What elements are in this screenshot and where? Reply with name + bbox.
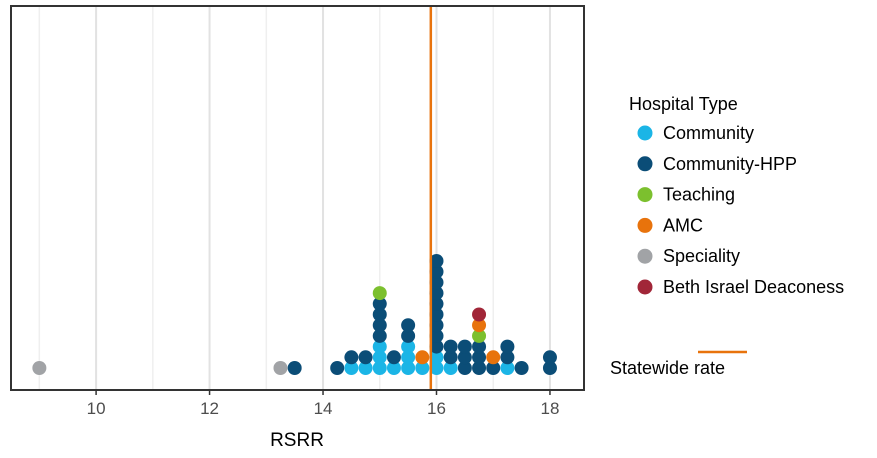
legend-label: Beth Israel Deaconess — [663, 277, 844, 297]
data-point — [429, 339, 444, 354]
data-point — [429, 296, 444, 311]
data-point — [386, 350, 401, 365]
data-point — [486, 361, 501, 375]
data-point — [514, 361, 529, 375]
data-point — [500, 361, 515, 375]
data-point — [472, 318, 487, 333]
legend-label: Teaching — [663, 185, 735, 205]
legend-swatch — [637, 187, 653, 203]
data-point — [372, 328, 387, 343]
data-point — [486, 350, 501, 365]
data-point — [500, 350, 515, 365]
data-point — [372, 296, 387, 311]
data-point — [472, 307, 487, 322]
data-point — [429, 275, 444, 290]
data-points — [32, 254, 557, 375]
data-point — [429, 361, 444, 375]
data-point — [415, 361, 430, 375]
data-point — [32, 361, 47, 375]
data-point — [457, 339, 472, 354]
data-point — [429, 318, 444, 333]
data-point — [287, 361, 302, 375]
data-point — [472, 339, 487, 354]
legend-label: Community — [663, 123, 754, 143]
data-point — [542, 361, 557, 375]
data-point — [457, 350, 472, 365]
data-point — [372, 307, 387, 322]
data-point — [372, 318, 387, 333]
legend-label: Community-HPP — [663, 154, 797, 174]
legend-swatch — [637, 248, 653, 264]
data-point — [372, 350, 387, 365]
legend-swatch — [637, 217, 653, 233]
statewide-rate-label: Statewide rate — [610, 358, 725, 378]
x-axis: 10 12 14 16 18 — [87, 390, 559, 418]
data-point — [472, 350, 487, 365]
legend-label: Speciality — [663, 246, 740, 266]
data-point — [330, 361, 345, 375]
data-point — [401, 328, 416, 343]
statewide-rate-legend: Statewide rate — [610, 350, 747, 378]
data-point — [443, 361, 458, 375]
data-point — [443, 339, 458, 354]
legend-title: Hospital Type — [629, 94, 738, 114]
data-point — [500, 339, 515, 354]
data-point — [358, 350, 373, 365]
x-tick-label: 18 — [540, 399, 559, 418]
legend-swatch — [637, 156, 653, 172]
data-point — [401, 350, 416, 365]
data-point — [401, 361, 416, 375]
plot-border — [10, 5, 585, 391]
data-point — [386, 361, 401, 375]
data-point — [443, 350, 458, 365]
data-point — [542, 350, 557, 365]
data-point — [401, 318, 416, 333]
x-tick-label: 16 — [427, 399, 446, 418]
x-tick-label: 10 — [87, 399, 106, 418]
data-point — [344, 350, 359, 365]
data-point — [457, 361, 472, 375]
data-point — [429, 307, 444, 322]
data-point — [344, 361, 359, 375]
data-point — [429, 328, 444, 343]
data-point — [429, 350, 444, 365]
data-point — [429, 264, 444, 279]
legend: Hospital Type Community Community-HPP Teach… — [629, 94, 844, 297]
data-point — [273, 361, 288, 375]
data-point — [372, 339, 387, 354]
legend-swatch — [637, 125, 653, 141]
data-point — [472, 328, 487, 343]
x-tick-label: 14 — [314, 399, 333, 418]
grid-lines — [38, 6, 551, 390]
data-point — [415, 350, 430, 365]
legend-swatch — [637, 279, 653, 295]
x-axis-label: RSRR — [270, 430, 324, 451]
data-point — [358, 361, 373, 375]
x-tick-label: 12 — [200, 399, 219, 418]
data-point — [429, 254, 444, 268]
data-point — [472, 361, 487, 375]
legend-label: AMC — [663, 215, 703, 235]
data-point — [372, 361, 387, 375]
data-point — [429, 286, 444, 301]
data-point — [401, 339, 416, 354]
data-point — [372, 286, 387, 301]
